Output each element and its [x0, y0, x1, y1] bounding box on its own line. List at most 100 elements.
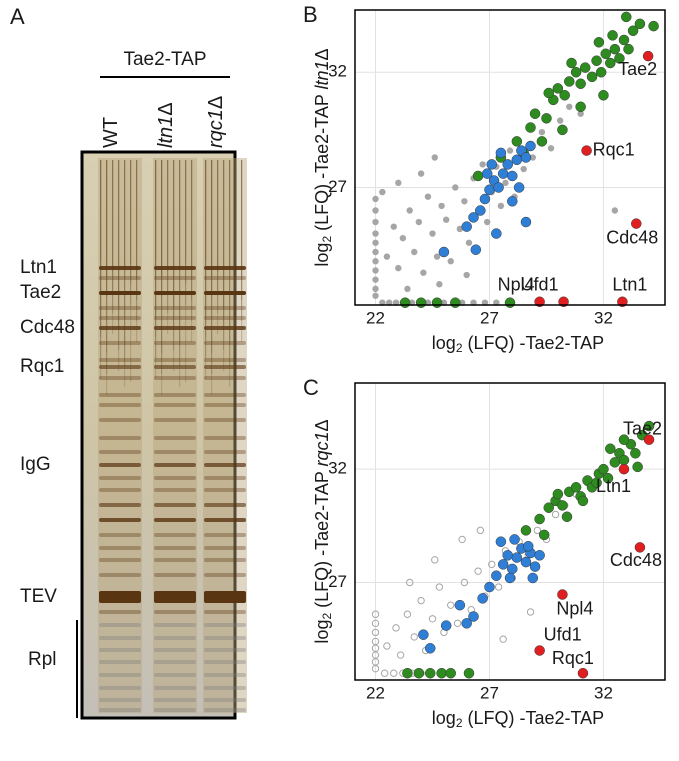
point — [468, 212, 479, 223]
point — [627, 25, 639, 36]
x-tick-label: 22 — [366, 683, 385, 702]
point — [541, 113, 552, 124]
point — [557, 500, 568, 511]
gel-band — [154, 623, 196, 627]
point — [502, 159, 513, 170]
point — [502, 179, 509, 187]
point — [452, 184, 459, 191]
gel-band — [99, 306, 141, 310]
point — [525, 122, 536, 133]
gel-band — [204, 610, 246, 614]
point — [552, 488, 564, 500]
point — [593, 37, 605, 48]
gel-band — [99, 533, 141, 537]
gel-band — [154, 276, 196, 280]
point — [493, 182, 504, 193]
point — [404, 285, 411, 293]
label-text: (LFQ) -Tae2-TAP — [463, 708, 605, 728]
point — [551, 510, 560, 519]
label-text: (LFQ) -Tae2-TAP — [312, 89, 332, 235]
point — [605, 443, 616, 454]
label-suffix: Δ — [312, 419, 332, 431]
point — [436, 281, 443, 288]
point — [618, 463, 630, 475]
point — [634, 18, 646, 30]
point — [450, 297, 461, 308]
point — [591, 55, 602, 66]
point — [372, 267, 379, 274]
gel-streak — [124, 160, 126, 268]
gel-band — [204, 358, 246, 362]
gel-band — [154, 403, 196, 407]
point — [598, 90, 609, 101]
gel-band — [154, 708, 196, 712]
point — [399, 234, 407, 242]
gel-band — [154, 306, 196, 310]
label-log: log — [432, 333, 456, 353]
gel-streak — [205, 160, 207, 358]
gel-band — [154, 488, 196, 492]
point — [632, 461, 643, 473]
gel-band — [99, 403, 141, 407]
gel-band — [99, 376, 141, 380]
gel-lane — [153, 158, 197, 713]
point — [461, 221, 472, 232]
point — [372, 239, 379, 246]
point — [465, 239, 473, 246]
gel-band — [154, 291, 196, 295]
point — [481, 168, 493, 179]
point — [390, 669, 398, 677]
lane-label: WT — [100, 117, 122, 148]
gel-band — [154, 610, 196, 614]
point — [591, 477, 602, 489]
plot-frame — [354, 382, 666, 681]
gel-streak — [136, 160, 138, 300]
point — [463, 667, 475, 679]
gel-streak — [185, 160, 187, 263]
gel-streak — [167, 160, 169, 334]
point — [410, 633, 418, 641]
point — [529, 154, 536, 161]
gel-band — [154, 648, 196, 652]
point — [372, 276, 379, 283]
gel-streak — [100, 160, 102, 358]
point — [643, 420, 655, 432]
gel-band — [154, 418, 196, 422]
point — [602, 472, 614, 484]
gel-streak — [235, 160, 237, 382]
point — [395, 264, 402, 272]
gel-band — [154, 686, 196, 690]
gel-band — [204, 341, 246, 345]
gel-streak — [205, 160, 207, 337]
gel-band — [204, 476, 246, 480]
gel-streak — [130, 160, 132, 284]
point — [456, 225, 464, 233]
point — [495, 536, 507, 547]
gel-band — [99, 573, 141, 577]
point — [431, 154, 438, 161]
gel-streak — [124, 160, 126, 366]
gel-band — [99, 648, 141, 652]
label-log: log — [312, 243, 332, 267]
gel-band — [154, 450, 196, 454]
gel-streak — [229, 160, 231, 268]
gel-band — [204, 546, 246, 550]
gel-band — [154, 376, 196, 380]
gel-band — [154, 660, 196, 664]
point — [526, 608, 535, 616]
gel-band — [204, 623, 246, 627]
point — [460, 578, 469, 587]
gel-streak — [161, 160, 163, 297]
y-tick-label: 32 — [328, 459, 347, 478]
gel-band — [204, 306, 246, 310]
panel-label: C — [303, 375, 319, 400]
point — [575, 78, 586, 89]
point — [428, 615, 437, 623]
gel-band — [204, 503, 246, 507]
point — [424, 667, 436, 679]
point — [618, 454, 630, 466]
point — [579, 62, 591, 73]
point — [536, 136, 548, 147]
point — [474, 567, 482, 575]
gel-band — [99, 365, 141, 369]
